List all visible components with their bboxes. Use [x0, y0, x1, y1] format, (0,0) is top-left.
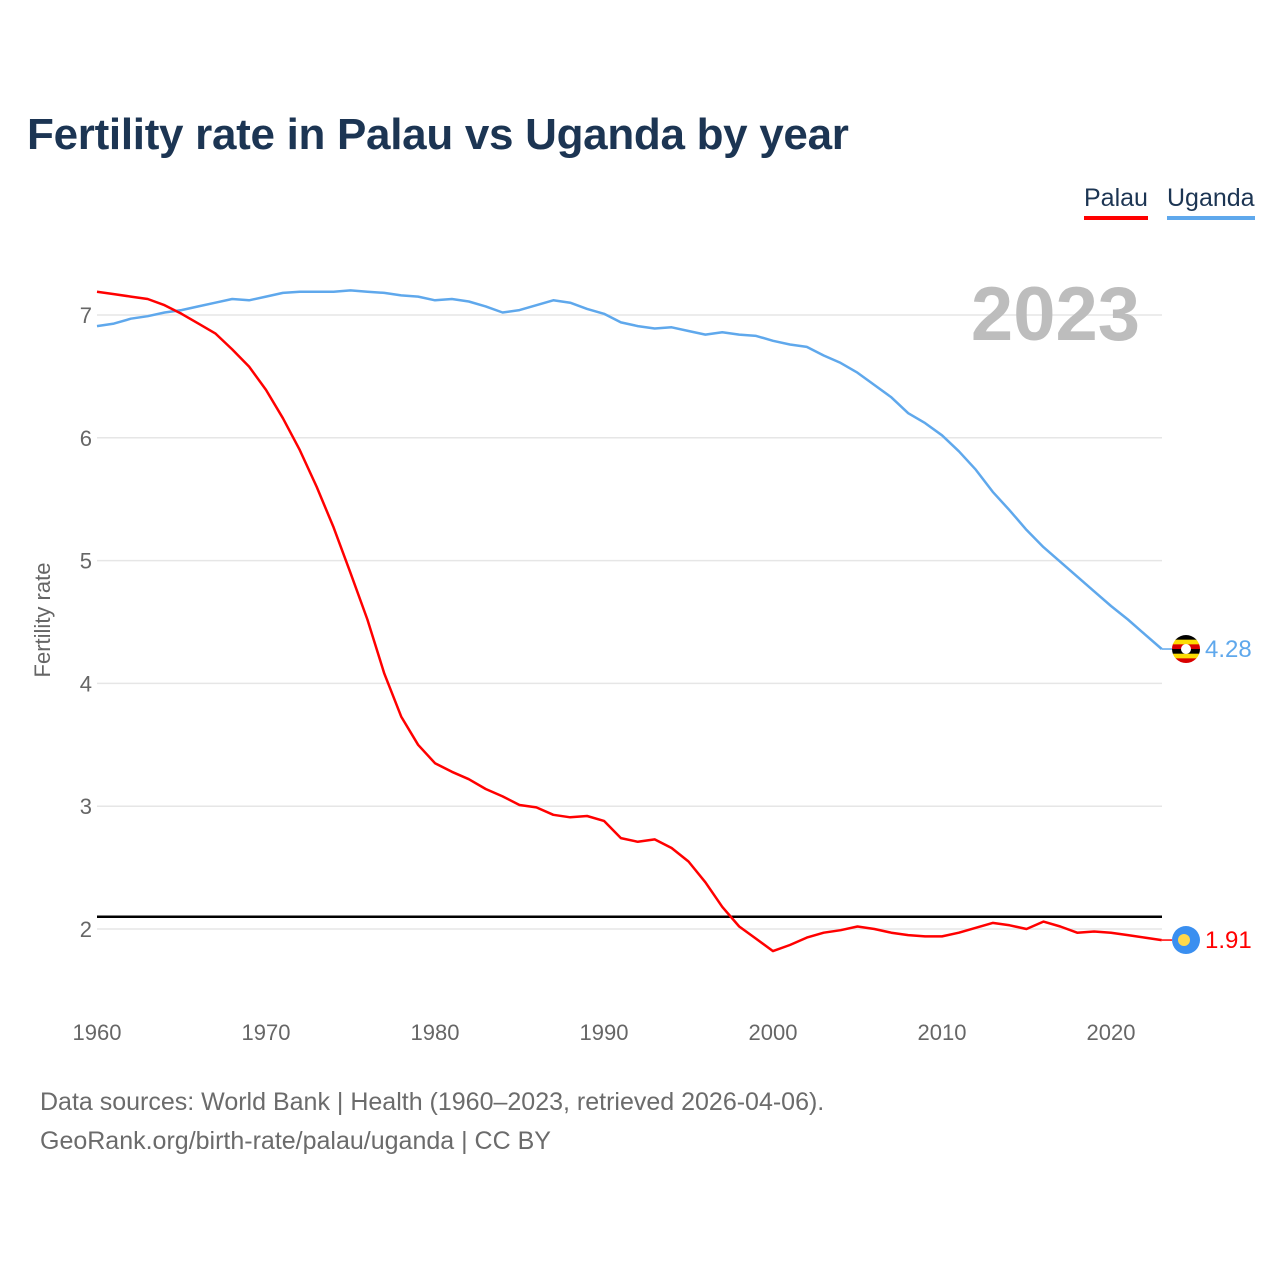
- palau-flag-icon: [1172, 926, 1200, 955]
- series-line-palau: [96, 290, 1162, 953]
- y-tick-label: 2: [80, 917, 92, 942]
- legend-item-uganda[interactable]: Uganda: [1167, 184, 1255, 220]
- flag-stripe: [1172, 639, 1200, 645]
- y-tick-label: 7: [80, 303, 92, 328]
- series-line-uganda: [96, 289, 1163, 650]
- flag-stripe: [1172, 653, 1200, 659]
- y-tick-label: 5: [80, 549, 92, 574]
- y-tick-label: 4: [80, 671, 92, 696]
- x-tick-label: 2010: [918, 1020, 967, 1045]
- y-axis-label: Fertility rate: [30, 563, 55, 678]
- uganda-flag-icon: [1172, 635, 1200, 664]
- x-tick-label: 1970: [242, 1020, 291, 1045]
- x-tick-label: 1990: [580, 1020, 629, 1045]
- x-tick-label: 2020: [1087, 1020, 1136, 1045]
- y-tick-label: 3: [80, 794, 92, 819]
- data-source-note: Data sources: World Bank | Health (1960–…: [40, 1088, 825, 1116]
- chart-title: Fertility rate in Palau vs Uganda by yea…: [27, 110, 849, 159]
- attribution-link[interactable]: GeoRank.org/birth-rate/palau/uganda | CC…: [40, 1127, 551, 1155]
- flag-moon: [1178, 934, 1190, 947]
- year-watermark: 2023: [971, 272, 1140, 357]
- flag-stripe: [1172, 635, 1200, 641]
- y-tick-label: 6: [80, 426, 92, 451]
- x-tick-label: 1960: [73, 1020, 122, 1045]
- x-tick-label: 1980: [411, 1020, 460, 1045]
- flag-emblem: [1181, 644, 1191, 655]
- legend-item-palau[interactable]: Palau: [1084, 184, 1148, 220]
- flag-stripe: [1172, 658, 1200, 664]
- end-value-label-palau: 1.91: [1205, 927, 1252, 954]
- x-tick-label: 2000: [749, 1020, 798, 1045]
- end-value-label-uganda: 4.28: [1205, 636, 1252, 663]
